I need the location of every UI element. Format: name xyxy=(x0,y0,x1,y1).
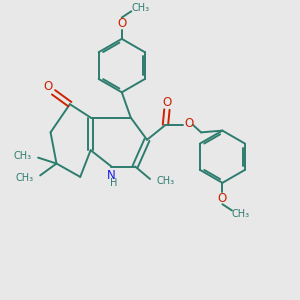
Text: H: H xyxy=(110,178,118,188)
Text: CH₃: CH₃ xyxy=(16,173,34,183)
Text: O: O xyxy=(184,117,193,130)
Text: CH₃: CH₃ xyxy=(131,3,149,13)
Text: O: O xyxy=(117,17,126,30)
Text: O: O xyxy=(43,80,52,93)
Text: O: O xyxy=(162,97,172,110)
Text: N: N xyxy=(107,169,116,182)
Text: CH₃: CH₃ xyxy=(156,176,175,186)
Text: CH₃: CH₃ xyxy=(14,151,32,161)
Text: O: O xyxy=(218,192,227,205)
Text: CH₃: CH₃ xyxy=(232,209,250,219)
